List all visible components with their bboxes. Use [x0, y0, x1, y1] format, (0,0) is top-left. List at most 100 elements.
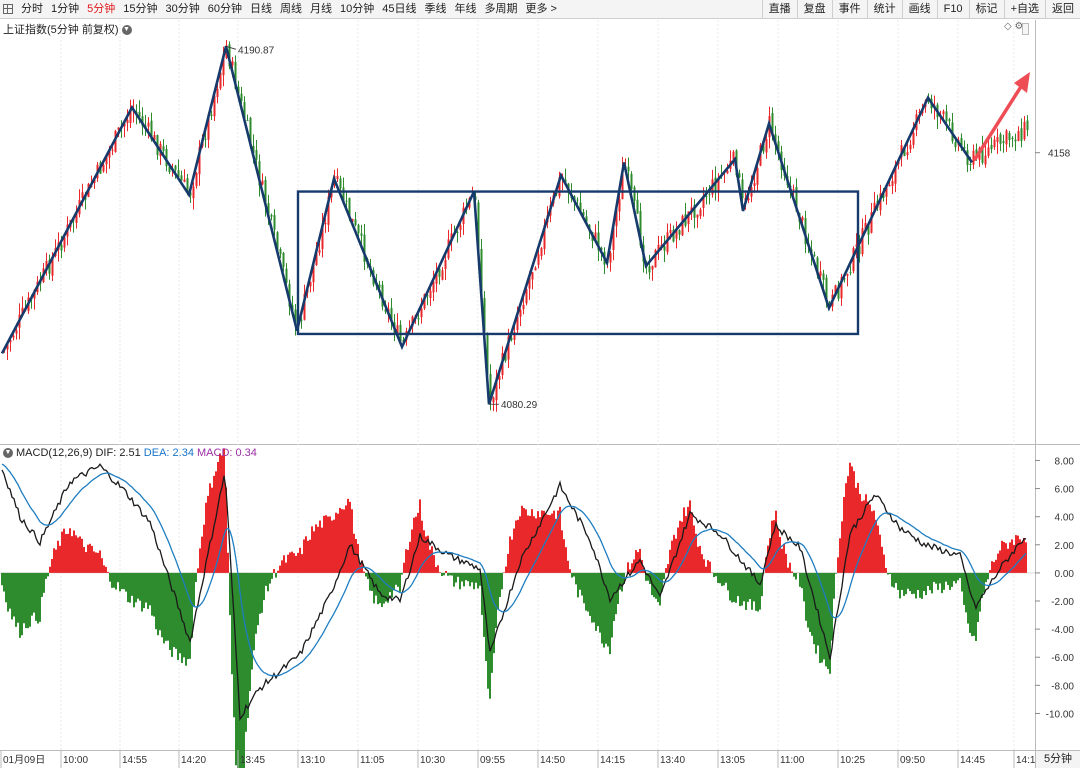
- candle-body: [834, 285, 837, 293]
- tool-button-4[interactable]: 画线: [901, 0, 937, 19]
- layout-grid-icon[interactable]: [3, 4, 13, 14]
- candle-body: [441, 270, 444, 280]
- macd-tick-label: 8.00: [1055, 456, 1075, 467]
- tab-period-2[interactable]: 5分钟: [87, 2, 116, 15]
- candle-body: [6, 342, 9, 350]
- candle-body: [732, 151, 735, 160]
- candle-body: [315, 251, 318, 265]
- candle-body: [192, 186, 195, 199]
- tab-period-10[interactable]: 45日线: [382, 2, 417, 15]
- candle-body: [777, 141, 780, 151]
- candle-body: [537, 254, 540, 265]
- candle-body: [849, 272, 852, 274]
- low-label: 4080.29: [501, 400, 538, 411]
- tool-button-7[interactable]: +自选: [1003, 0, 1045, 19]
- candle-body: [492, 397, 495, 403]
- candle-body: [108, 149, 111, 158]
- tab-period-14[interactable]: 更多 >: [525, 2, 557, 15]
- candle-body: [1005, 130, 1008, 145]
- chevron-down-icon[interactable]: ▼: [3, 448, 13, 459]
- tool-button-6[interactable]: 标记: [968, 0, 1004, 19]
- candle-body: [270, 214, 273, 217]
- macd-tick-label: 6.00: [1055, 485, 1075, 496]
- candle-body: [669, 229, 672, 233]
- tab-period-13[interactable]: 多周期: [484, 2, 518, 15]
- trend-arrow-head: [1014, 72, 1030, 94]
- candle-body: [657, 244, 660, 252]
- tool-button-3[interactable]: 统计: [866, 0, 902, 19]
- candle-body: [564, 179, 567, 183]
- tab-period-11[interactable]: 季线: [424, 2, 447, 15]
- candle-body: [276, 232, 279, 252]
- candle-body: [186, 178, 189, 193]
- candle-body: [990, 144, 993, 150]
- tab-period-5[interactable]: 60分钟: [207, 2, 242, 15]
- tab-period-9[interactable]: 10分钟: [340, 2, 375, 15]
- candle-body: [741, 179, 744, 199]
- candle-body: [540, 248, 543, 256]
- scrollbar[interactable]: [1022, 23, 1029, 35]
- candle-body: [615, 209, 618, 227]
- candle-body: [216, 89, 219, 98]
- candle-body: [495, 377, 498, 401]
- tool-button-5[interactable]: F10: [936, 0, 969, 19]
- candle-body: [612, 224, 615, 250]
- candle-body: [585, 216, 588, 223]
- macd-tick-label: 0.00: [1055, 569, 1075, 580]
- candle-body: [138, 111, 141, 117]
- candle-body: [303, 293, 306, 320]
- tab-period-8[interactable]: 月线: [310, 2, 332, 15]
- candle-body: [747, 198, 750, 201]
- candle-body: [981, 147, 984, 163]
- candle-body: [264, 179, 267, 206]
- candle-body: [861, 228, 864, 255]
- candle-body: [627, 166, 630, 172]
- tab-period-6[interactable]: 日线: [250, 2, 272, 15]
- tab-period-3[interactable]: 15分钟: [123, 2, 158, 15]
- candle-body: [285, 268, 288, 283]
- candle-body: [21, 307, 24, 315]
- candle-body: [840, 277, 843, 299]
- candle-body: [948, 119, 951, 122]
- candle-body: [1017, 130, 1020, 141]
- candle-body: [294, 309, 297, 326]
- tab-period-12[interactable]: 年线: [454, 2, 477, 15]
- tab-period-7[interactable]: 周线: [280, 2, 302, 15]
- candle-body: [183, 179, 186, 182]
- tool-button-1[interactable]: 复盘: [796, 0, 832, 19]
- candle-body: [987, 147, 990, 156]
- candle-body: [819, 271, 822, 276]
- candle-body: [999, 134, 1002, 144]
- macd-tick-label: -2.00: [1051, 597, 1074, 608]
- tool-button-2[interactable]: 事件: [831, 0, 867, 19]
- candle-body: [351, 218, 354, 222]
- macd-tick-label: 2.00: [1055, 541, 1075, 552]
- candle-body: [15, 330, 18, 334]
- candle-body: [702, 197, 705, 209]
- tab-period-4[interactable]: 30分钟: [165, 2, 200, 15]
- candle-body: [888, 184, 891, 187]
- period-indicator[interactable]: 5分钟: [1035, 751, 1080, 768]
- tab-period-0[interactable]: 分时: [21, 2, 43, 15]
- candle-body: [153, 135, 156, 140]
- range-box: [296, 190, 860, 336]
- tab-period-1[interactable]: 1分钟: [51, 2, 80, 15]
- gear-icon[interactable]: ⚙: [1014, 21, 1024, 32]
- candle-body: [903, 146, 906, 157]
- candle-body: [984, 155, 987, 165]
- time-label: 01月09日: [3, 754, 45, 766]
- chevron-down-icon[interactable]: ▼: [121, 25, 132, 36]
- macd-tick-label: -6.00: [1051, 653, 1074, 664]
- candle-body: [873, 202, 876, 211]
- candle-body: [675, 228, 678, 239]
- candle-body: [918, 111, 921, 113]
- candle-body: [825, 277, 828, 301]
- candle-body: [339, 178, 342, 189]
- candle-body: [582, 211, 585, 216]
- diamond-icon[interactable]: ◇: [1004, 21, 1012, 32]
- tool-button-8[interactable]: 返回: [1045, 0, 1080, 19]
- tool-button-0[interactable]: 直播: [761, 0, 797, 19]
- candle-body: [813, 254, 816, 256]
- candle-body: [438, 268, 441, 277]
- high-label: 4190.87: [238, 45, 275, 56]
